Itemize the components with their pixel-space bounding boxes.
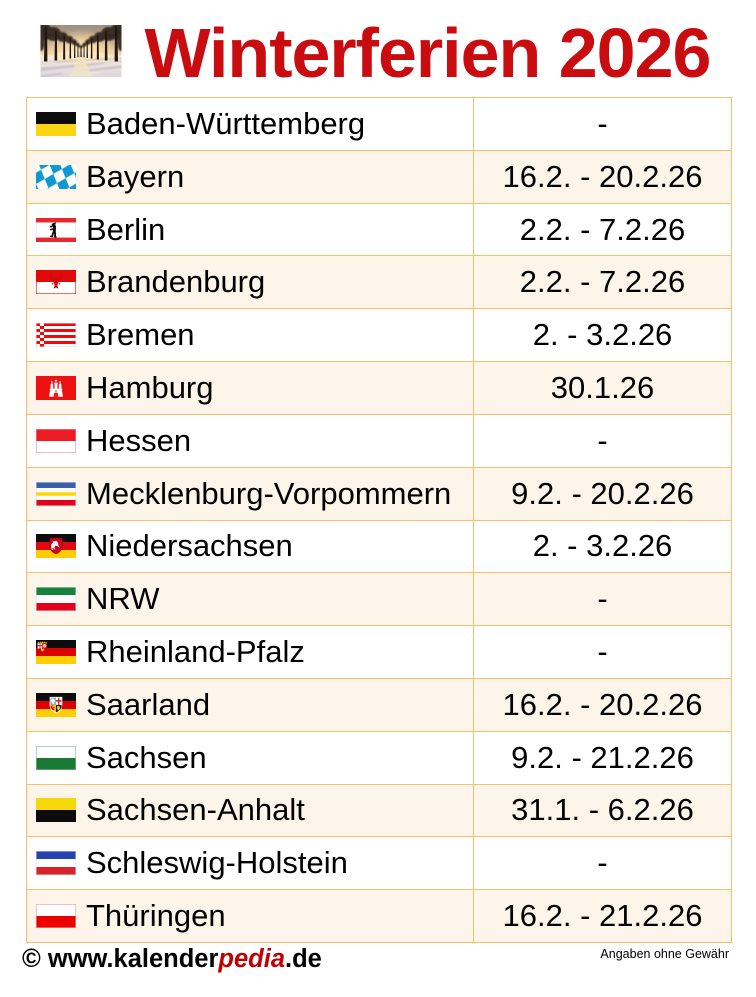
- copyright-brand: pedia: [218, 945, 286, 973]
- state-cell: Hessen: [26, 413, 474, 468]
- holiday-dates: 9.2. - 21.2.26: [473, 730, 732, 785]
- table-row: Baden-Württemberg -: [26, 97, 732, 151]
- state-cell: Schleswig-Holstein: [26, 836, 474, 891]
- table-row: Saarland 16.2. - 20.2.26: [26, 677, 732, 732]
- copyright-suffix: .de: [285, 945, 322, 973]
- state-cell: Hamburg: [26, 361, 474, 415]
- state-name: Sachsen-Anhalt: [86, 792, 305, 828]
- state-cell: Thüringen: [26, 889, 474, 943]
- table-row: Schleswig-Holstein -: [26, 836, 732, 891]
- winter-photo-icon: [40, 25, 122, 77]
- thueringen-flag-icon: [36, 904, 76, 929]
- state-cell: Saarland: [26, 677, 474, 732]
- holiday-dates: 16.2. - 20.2.26: [473, 677, 732, 732]
- holiday-dates: -: [473, 97, 732, 151]
- state-name: Hessen: [86, 422, 192, 458]
- state-cell: Sachsen: [26, 730, 474, 785]
- bremen-flag-icon: [36, 323, 76, 348]
- copyright-prefix: © www.kalender: [22, 945, 219, 973]
- table-row: Bremen 2. - 3.2.26: [26, 308, 732, 363]
- hessen-flag-icon: [36, 428, 76, 453]
- table-row: Berlin 2.2. - 7.2.26: [26, 202, 732, 257]
- state-name: Berlin: [86, 211, 166, 247]
- niedersachsen-flag-icon: [36, 534, 76, 559]
- brandenburg-flag-icon: [36, 270, 76, 295]
- disclaimer: Angaben ohne Gewähr: [600, 946, 729, 961]
- table-row: Brandenburg 2.2. - 7.2.26: [26, 255, 732, 310]
- holiday-dates: 31.1. - 6.2.26: [473, 783, 732, 838]
- state-name: Schleswig-Holstein: [86, 845, 348, 881]
- page-title: Winterferien 2026: [144, 14, 712, 92]
- state-cell: NRW: [26, 572, 474, 627]
- copyright: © www.kalenderpedia.de: [22, 945, 322, 974]
- table-row: Thüringen 16.2. - 21.2.26: [26, 889, 732, 943]
- holiday-dates: 2. - 3.2.26: [473, 308, 732, 363]
- berlin-flag-icon: [36, 217, 76, 242]
- state-name: Niedersachsen: [86, 528, 293, 564]
- state-name: Saarland: [86, 686, 211, 722]
- table-row: Hamburg 30.1.26: [26, 361, 732, 415]
- table-row: Niedersachsen 2. - 3.2.26: [26, 519, 732, 574]
- state-cell: Berlin: [26, 202, 474, 257]
- holiday-dates: 9.2. - 20.2.26: [473, 466, 732, 521]
- rheinland-pfalz-flag-icon: [36, 640, 76, 665]
- saarland-flag-icon: [36, 692, 76, 717]
- state-cell: Brandenburg: [26, 255, 474, 310]
- holiday-dates: 2. - 3.2.26: [473, 519, 732, 574]
- header: Winterferien 2026: [24, 0, 728, 97]
- holiday-dates: 2.2. - 7.2.26: [473, 202, 732, 257]
- table-row: Rheinland-Pfalz -: [26, 625, 732, 679]
- table-row: NRW -: [26, 572, 732, 627]
- hamburg-flag-icon: [36, 375, 76, 400]
- state-cell: Bremen: [26, 308, 474, 363]
- baden-wuerttemberg-flag-icon: [36, 111, 76, 136]
- state-cell: Mecklenburg-Vorpommern: [26, 466, 474, 521]
- holiday-dates: 16.2. - 20.2.26: [473, 149, 732, 204]
- state-name: Brandenburg: [86, 264, 266, 300]
- state-name: Rheinland-Pfalz: [86, 634, 305, 670]
- holiday-dates: -: [473, 836, 732, 891]
- state-name: Hamburg: [86, 369, 214, 405]
- table-row: Bayern 16.2. - 20.2.26: [26, 149, 732, 204]
- sachsen-anhalt-flag-icon: [36, 798, 76, 823]
- state-cell: Rheinland-Pfalz: [26, 625, 474, 679]
- mecklenburg-vorpommern-flag-icon: [36, 481, 76, 506]
- holiday-table-body: Baden-Württemberg - Bayern 16.2. - 20.2.26 B…: [26, 97, 732, 943]
- holiday-dates: 30.1.26: [473, 361, 732, 415]
- holiday-dates: -: [473, 413, 732, 468]
- state-name: Mecklenburg-Vorpommern: [86, 475, 452, 511]
- state-name: Sachsen: [86, 739, 207, 775]
- state-cell: Baden-Württemberg: [26, 97, 474, 151]
- state-name: Thüringen: [86, 898, 226, 934]
- state-name: Bremen: [86, 317, 195, 353]
- state-cell: Niedersachsen: [26, 519, 474, 574]
- state-cell: Bayern: [26, 149, 474, 204]
- table-row: Sachsen 9.2. - 21.2.26: [26, 730, 732, 785]
- table-row: Sachsen-Anhalt 31.1. - 6.2.26: [26, 783, 732, 838]
- state-name: Bayern: [86, 158, 185, 194]
- state-name: NRW: [86, 581, 160, 617]
- sachsen-flag-icon: [36, 745, 76, 770]
- holiday-table: Baden-Württemberg - Bayern 16.2. - 20.2.26 B…: [26, 97, 732, 943]
- table-row: Hessen -: [26, 413, 732, 468]
- holiday-dates: 2.2. - 7.2.26: [473, 255, 732, 310]
- state-cell: Sachsen-Anhalt: [26, 783, 474, 838]
- table-row: Mecklenburg-Vorpommern 9.2. - 20.2.26: [26, 466, 732, 521]
- state-name: Baden-Württemberg: [86, 105, 366, 141]
- bayern-flag-icon: [36, 164, 76, 189]
- holiday-dates: -: [473, 625, 732, 679]
- nrw-flag-icon: [36, 587, 76, 612]
- holiday-dates: -: [473, 572, 732, 627]
- holiday-dates: 16.2. - 21.2.26: [473, 889, 732, 943]
- schleswig-holstein-flag-icon: [36, 851, 76, 876]
